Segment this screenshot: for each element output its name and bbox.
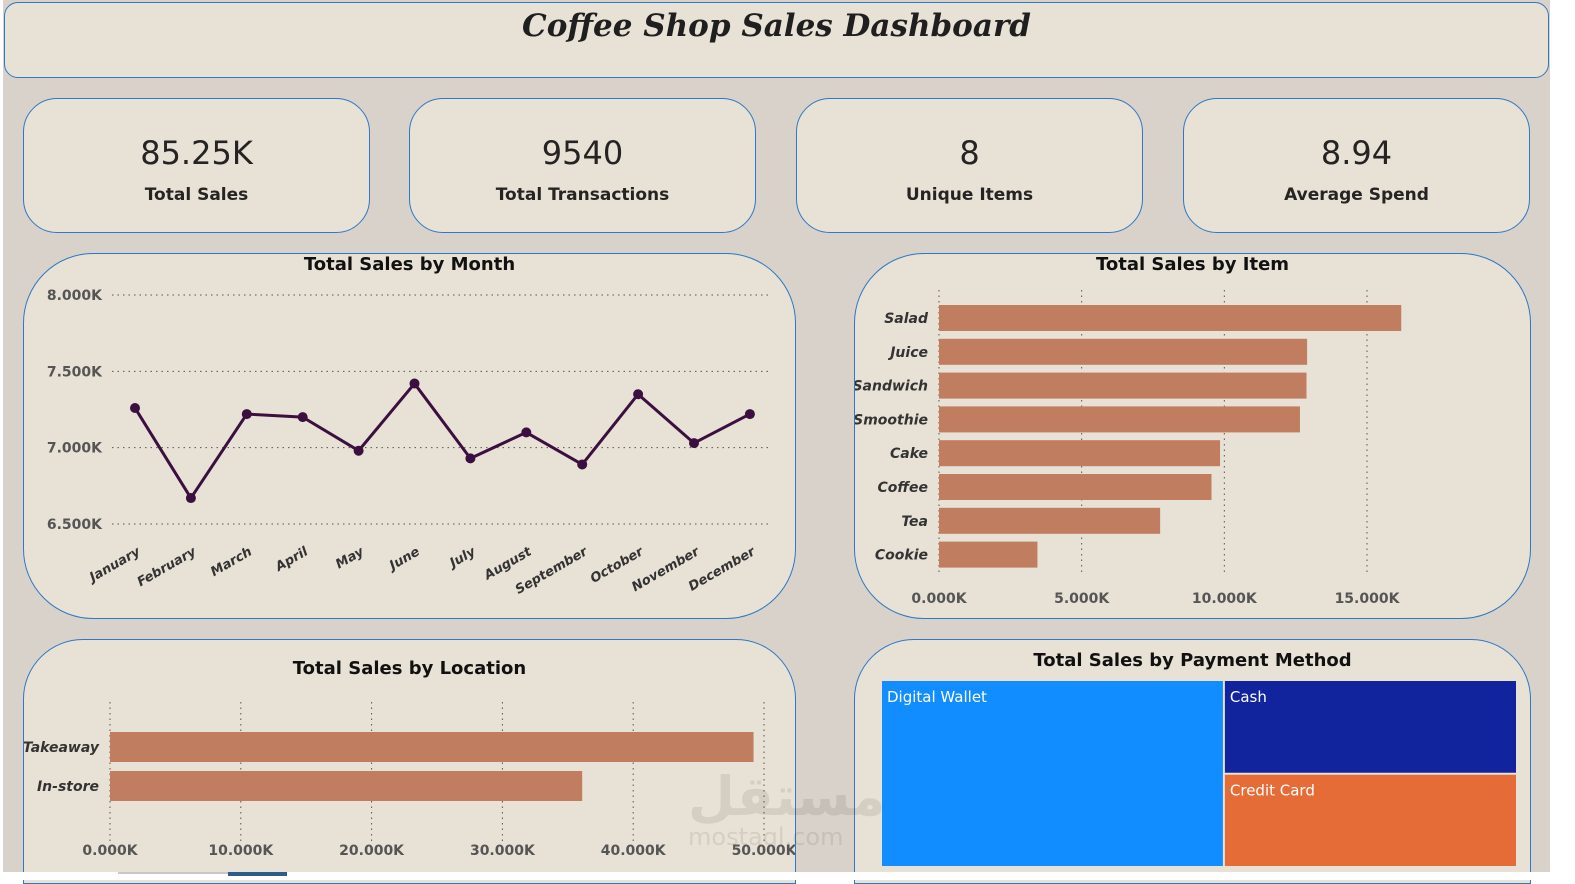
location-bar-chart: 0.000K 10.000K 20.000K 30.000K 40.000K 50.000…: [24, 702, 796, 859]
data-point: [744, 409, 755, 420]
bar: [939, 541, 1038, 568]
x-tick-label: 30.000K: [470, 843, 536, 859]
y-tick-label: 7.500K: [47, 364, 103, 380]
bar: [939, 305, 1402, 331]
chart-title: Total Sales by Month: [303, 254, 516, 275]
data-point: [241, 409, 252, 420]
bar: [939, 440, 1221, 467]
kpi-card-unique-items[interactable]: 8 Unique Items: [796, 98, 1143, 233]
bar: [939, 474, 1212, 500]
y-tick-label: Takeaway: [24, 740, 100, 756]
chart-title: Total Sales by Location: [292, 658, 527, 679]
bar: [939, 338, 1308, 365]
bar: [110, 732, 754, 762]
item-bar-chart: 0.000K 5.000K 10.000K 15.000K Salad Juice Sand…: [855, 290, 1402, 607]
x-tick-label: 5.000K: [1054, 591, 1110, 607]
series-line: [133, 382, 751, 500]
y-tick-label: Smoothie: [855, 412, 928, 428]
chart-title: Total Sales by Payment Method: [1033, 650, 1352, 671]
data-point: [521, 427, 532, 438]
bar: [939, 507, 1161, 534]
x-tick-label: February: [135, 544, 200, 590]
y-tick-label: Salad: [884, 311, 929, 327]
treemap-tile: [1224, 774, 1516, 866]
x-tick-label: March: [208, 544, 255, 580]
x-tick-label: June: [385, 544, 423, 575]
data-point: [297, 412, 308, 423]
page-tab[interactable]: [118, 872, 228, 874]
kpi-value: 9540: [541, 134, 624, 172]
data-point: [409, 378, 420, 389]
payment-treemap: Digital Wallet Cash Credit Card: [882, 681, 1516, 866]
x-tick-label: April: [272, 544, 311, 575]
kpi-value: 8.94: [1320, 134, 1393, 172]
treemap-tile: [882, 681, 1223, 866]
x-tick-label: 10.000K: [1192, 591, 1258, 607]
x-tick-label: 10.000K: [208, 843, 274, 859]
y-tick-label: Cake: [890, 446, 928, 462]
data-point: [353, 445, 364, 456]
kpi-label: Average Spend: [1284, 185, 1429, 205]
y-tick-label: 8.000K: [47, 288, 103, 304]
kpi-label: Total Transactions: [495, 185, 670, 205]
y-tick-label: Coffee: [877, 480, 928, 496]
data-point: [185, 493, 196, 504]
location-chart-panel[interactable]: Total Sales by Location 0.000K 10.000K 20.…: [23, 639, 796, 884]
page-tab-active[interactable]: [228, 872, 287, 876]
x-tick-label: 0.000K: [82, 843, 138, 859]
x-tick-label: January: [85, 544, 144, 587]
x-tick-label: 20.000K: [339, 843, 405, 859]
title-bar: Coffee Shop Sales Dashboard: [4, 2, 1549, 78]
kpi-card-total-transactions[interactable]: 9540 Total Transactions: [409, 98, 756, 233]
y-tick-label: In-store: [37, 779, 99, 795]
treemap-tile: [1224, 681, 1516, 773]
data-point: [465, 453, 476, 464]
data-point: [633, 389, 644, 400]
x-tick-label: July: [445, 544, 479, 572]
x-tick-label: May: [333, 544, 367, 572]
treemap-label: Digital Wallet: [887, 688, 987, 706]
treemap-label: Credit Card: [1230, 782, 1315, 800]
chart-title: Total Sales by Item: [1095, 254, 1290, 275]
y-tick-label: 6.500K: [47, 517, 103, 533]
data-point: [130, 402, 140, 413]
x-tick-label: 40.000K: [601, 843, 667, 859]
y-tick-label: Juice: [887, 345, 928, 361]
x-tick-label: 0.000K: [911, 591, 967, 607]
data-point: [689, 438, 699, 449]
data-point: [577, 459, 588, 470]
kpi-card-total-sales[interactable]: 85.25K Total Sales: [23, 98, 370, 233]
kpi-value: 85.25K: [140, 134, 253, 172]
item-chart-panel[interactable]: Total Sales by Item 0.000K 5.000K 10.000K 1…: [854, 253, 1531, 619]
kpi-value: 8: [959, 134, 980, 172]
bar: [939, 406, 1300, 433]
treemap-label: Cash: [1230, 688, 1267, 706]
kpi-label: Unique Items: [905, 185, 1034, 205]
y-tick-label: 7.000K: [47, 441, 103, 457]
y-tick-label: Sandwich: [855, 379, 928, 395]
x-tick-label: 50.000K: [732, 843, 796, 859]
bottom-strip: [0, 872, 1575, 880]
y-tick-label: Cookie: [875, 548, 928, 564]
x-tick-label: 15.000K: [1335, 591, 1401, 607]
payment-chart-panel[interactable]: Total Sales by Payment Method Digital Wa…: [854, 639, 1531, 884]
kpi-card-average-spend[interactable]: 8.94 Average Spend: [1183, 98, 1530, 233]
bar: [110, 771, 583, 801]
kpi-label: Total Sales: [144, 185, 249, 205]
month-chart-panel[interactable]: Total Sales by Month 6.500K 7.000K 7.500K 8…: [23, 253, 796, 619]
dashboard-title: Coffee Shop Sales Dashboard: [522, 8, 1031, 44]
y-tick-label: Tea: [901, 514, 928, 530]
bar: [939, 372, 1307, 399]
